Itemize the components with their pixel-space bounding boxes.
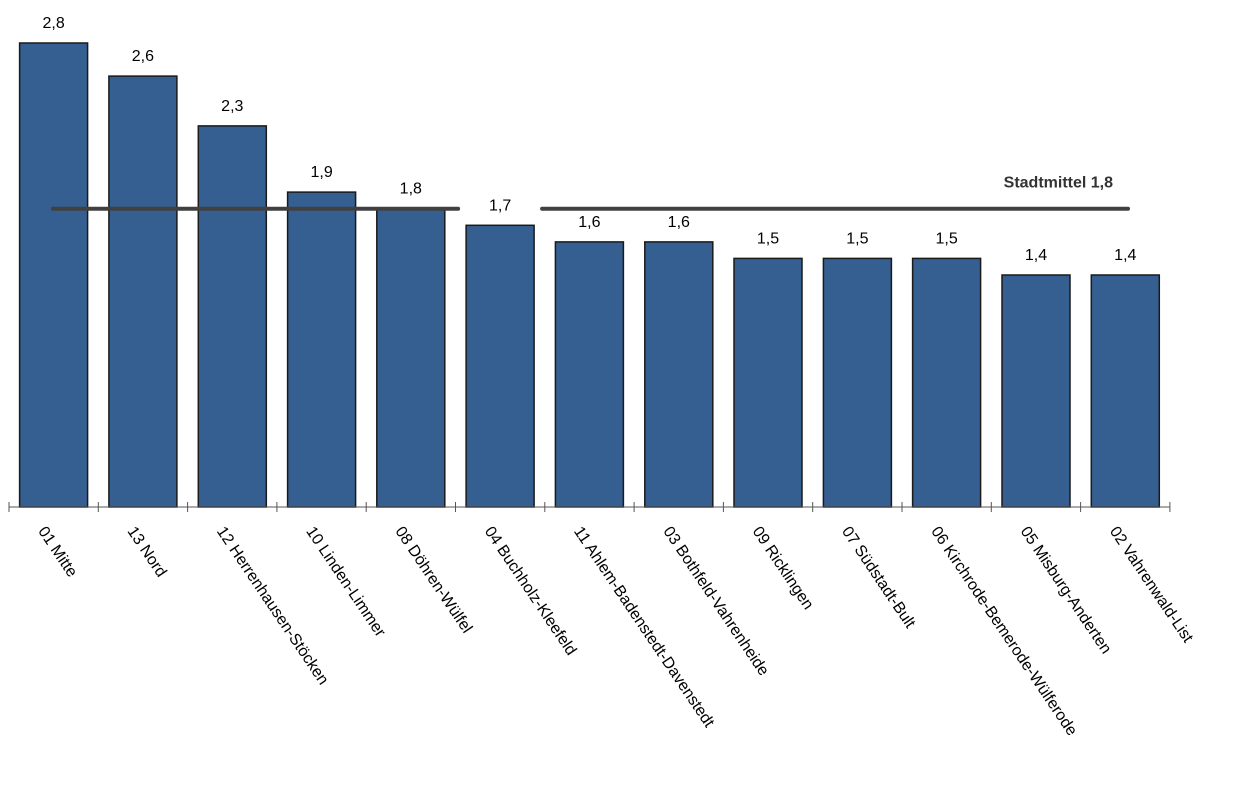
category-label-11: 06 Kirchrode-Bemerode-Wülferode [927, 524, 1080, 739]
category-labels-group: 01 Mitte 13 Nord 12 Herrenhausen-Stöcken10… [34, 524, 1196, 739]
value-label-9: 1,5 [757, 230, 779, 247]
value-label-8: 1,6 [668, 214, 690, 231]
category-label-13: 02 Vahrenwald-List [1106, 524, 1196, 647]
value-label-3: 2,3 [221, 98, 243, 115]
category-label-2: 13 Nord [124, 524, 170, 581]
reference-line-group: Stadtmittel 1,8 [51, 175, 1130, 211]
bar-3 [197, 125, 268, 508]
category-label-8: 03 Bothfeld-Vahrenheide [659, 524, 771, 679]
value-label-7: 1,6 [578, 214, 600, 231]
value-label-12: 1,4 [1025, 247, 1047, 264]
bars-group [18, 42, 1161, 508]
bar-8 [644, 241, 714, 508]
value-label-4: 1,9 [310, 164, 332, 181]
value-label-13: 1,4 [1114, 247, 1136, 264]
bar-10 [822, 257, 893, 508]
value-label-11: 1,5 [935, 230, 957, 247]
bar-6 [465, 224, 535, 508]
value-label-5: 1,8 [400, 181, 422, 198]
bar-5 [376, 207, 446, 508]
category-label-5: 08 Döhren-Wülfel [391, 524, 475, 637]
reference-line-label: Stadtmittel 1,8 [1004, 175, 1113, 192]
bar-2 [108, 75, 178, 508]
bar-1 [18, 42, 89, 508]
bar-7 [554, 241, 625, 508]
bar-9 [733, 257, 803, 508]
category-label-9: 09 Ricklingen [749, 524, 817, 613]
category-label-12: 05 Misburg-Anderten [1017, 524, 1115, 657]
category-label-4: 10 Linden-Limmer [302, 524, 389, 641]
bar-13 [1090, 274, 1161, 508]
bar-11 [911, 257, 982, 508]
bar-4 [286, 191, 357, 508]
category-label-6: 04 Buchholz-Kleefeld [481, 524, 580, 659]
bar-12 [1001, 274, 1071, 508]
value-label-6: 1,7 [489, 197, 511, 214]
value-labels-group: 2,8 2,6 2,3 1,9 1,8 1,7 1,6 1,6 1,5 1,5 1,5 1,4 1,4 [42, 15, 1136, 264]
category-label-1: 01 Mitte [34, 524, 80, 581]
value-label-2: 2,6 [132, 48, 154, 65]
value-label-10: 1,5 [846, 230, 868, 247]
x-axis [8, 502, 1171, 512]
category-label-10: 07 Südstadt-Bult [838, 524, 919, 632]
value-label-1: 2,8 [42, 15, 64, 32]
